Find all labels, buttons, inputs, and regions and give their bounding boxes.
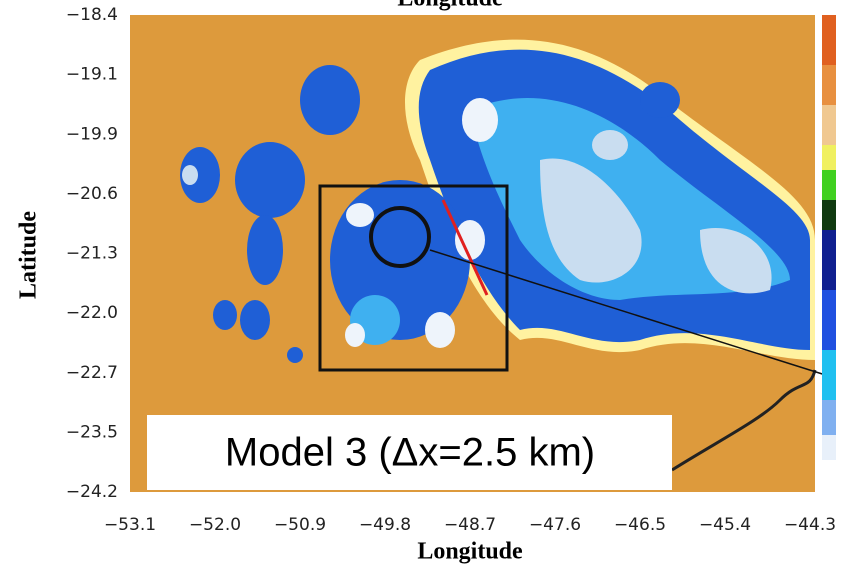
x-tick-label: −45.4 (699, 515, 751, 535)
y-tick-label: −21.3 (66, 244, 118, 264)
x-axis-label: Longitude (417, 539, 523, 565)
x-tick-label: −53.1 (104, 515, 156, 535)
x-tick-label: −52.0 (189, 515, 241, 535)
x-tick-label: −47.6 (529, 515, 581, 535)
x-tick-label: −44.3 (784, 515, 836, 535)
top-axis-label: Longitude (397, 0, 503, 12)
y-tick-label: −19.1 (66, 65, 118, 85)
y-tick-label: −20.6 (66, 184, 118, 204)
y-tick-label: −18.4 (66, 5, 118, 25)
colorbar (822, 15, 836, 460)
y-tick-label: −19.9 (66, 124, 118, 144)
x-tick-label: −50.9 (274, 515, 326, 535)
x-tick-label: −46.5 (614, 515, 666, 535)
x-tick-label: −49.8 (359, 515, 411, 535)
x-tick-label: −48.7 (444, 515, 496, 535)
y-tick-label: −22.7 (66, 363, 118, 383)
y-tick-label: −22.0 (66, 303, 118, 323)
figure: Model 3 (Δx=2.5 km) Longitude Longitude … (0, 0, 852, 568)
y-axis-label: Latitude (16, 211, 42, 299)
y-tick-label: −23.5 (66, 422, 118, 442)
y-tick-label: −24.2 (66, 482, 118, 502)
model-annotation: Model 3 (Δx=2.5 km) (225, 431, 595, 475)
